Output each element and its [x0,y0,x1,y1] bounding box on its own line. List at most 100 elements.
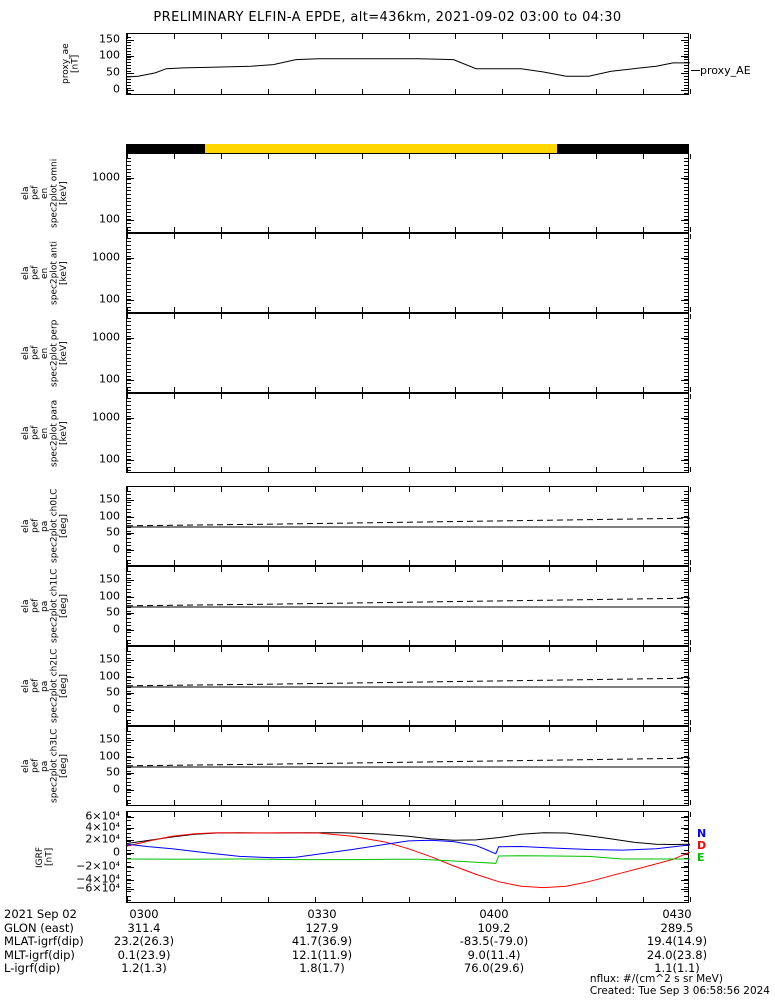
xtick-mark [314,467,316,472]
xtick-mark [455,394,457,399]
page-title: PRELIMINARY ELFIN-A EPDE, alt=436km, 202… [153,10,622,25]
ytick-mark [681,338,688,339]
xtick-mark [502,897,504,902]
minor-tick [127,230,131,232]
cell-l-1: 1.8(1.7) [299,961,345,976]
minor-tick [684,212,688,214]
xtick-mark [220,727,222,732]
xtick-mark [314,394,316,399]
minor-tick [127,603,131,605]
xtick-mark [314,727,316,732]
minor-tick [127,448,131,450]
minor-tick [684,639,688,641]
minor-tick [127,552,131,554]
minor-tick [684,556,688,558]
xtick-mark [549,647,551,652]
minor-tick [684,563,688,565]
cell-mlat-0: 23.2(26.3) [113,934,175,949]
xtick-mark [455,647,457,652]
minor-tick [684,723,688,725]
minor-tick [127,463,131,465]
ytick-mark [127,889,134,891]
minor-tick [127,563,131,565]
xtick-mark [690,647,691,652]
xtick-mark [549,560,551,565]
xtick-mark [643,727,645,732]
minor-tick [684,455,688,457]
minor-tick [684,519,688,521]
cell-glon-0: 311.4 [127,920,161,935]
minor-tick [684,292,688,294]
xtick-mark [502,640,504,645]
xtick-mark [690,812,691,817]
minor-tick [127,895,131,897]
xtick-mark [127,812,128,817]
minor-tick [127,774,131,776]
ytick-mark [127,89,134,91]
cell-mlt-0: 0.1(23.9) [117,947,171,962]
row-label-mlat: MLAT-igrf(dip) [4,934,84,949]
xtick-mark [314,812,316,817]
xtick-mark [127,567,128,572]
xtick-mark [361,720,363,725]
minor-tick [127,824,131,826]
minor-tick [127,284,131,286]
panel-pa-ch3lc [126,726,691,806]
xtick-mark [596,487,598,492]
minor-tick [684,259,688,261]
ytick-mark [681,499,688,501]
xtick-mark [173,34,175,39]
minor-tick [684,306,688,308]
minor-tick [684,874,688,876]
xtick-mark [596,227,598,232]
minor-tick [684,537,688,539]
xtick-mark [127,89,128,94]
xtick-mark [220,640,222,645]
bottom-axis-table: 2021 Sep 02 0300 0330 0400 0430 GLON (ea… [4,907,772,976]
minor-tick [684,832,688,834]
xtick-mark [173,394,175,399]
minor-tick [127,508,131,510]
ytick-label: 100 [99,452,120,466]
minor-tick [127,415,131,417]
xtick-mark [408,487,410,492]
xtick-mark [361,387,363,392]
minor-tick [127,874,131,876]
ytick-mark [127,258,134,259]
minor-tick [127,617,131,619]
xtick-mark [502,800,504,805]
panel-en-perp [126,313,691,393]
ytick-label: 2×10⁴ [85,832,120,846]
minor-tick [684,588,688,590]
minor-tick [127,636,131,638]
yticks-en-para: 1000 100 [80,393,120,473]
xtick-mark [455,897,457,902]
minor-tick [684,530,688,532]
minor-tick [684,197,688,199]
xtick-mark [549,307,551,312]
minor-tick [684,636,688,638]
ytick-label: 100 [99,509,120,523]
minor-tick [127,792,131,794]
ytick-mark [127,867,134,869]
minor-tick [684,596,688,598]
ytick-label: 100 [99,749,120,763]
row-label-glon: GLON (east) [4,920,74,935]
xtick-mark [408,34,410,39]
minor-tick [684,730,688,732]
minor-tick [127,270,131,272]
ytick-label: 100 [99,292,120,306]
minor-tick [684,665,688,667]
xtick-mark [596,560,598,565]
xtick-mark [314,227,316,232]
xtick-mark [220,647,222,652]
ytick-label: 50 [106,605,120,619]
ytick-mark [127,827,134,829]
minor-tick [127,737,131,739]
minor-tick [684,845,688,847]
ytick-mark [127,880,134,882]
ytick-mark [681,739,688,741]
xtick-mark [455,800,457,805]
xtick-mark [361,487,363,492]
minor-tick [127,534,131,536]
